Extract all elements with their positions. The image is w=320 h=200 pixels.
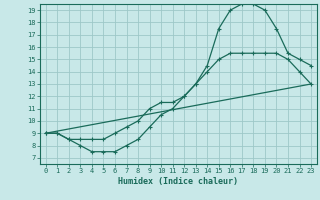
X-axis label: Humidex (Indice chaleur): Humidex (Indice chaleur) (118, 177, 238, 186)
